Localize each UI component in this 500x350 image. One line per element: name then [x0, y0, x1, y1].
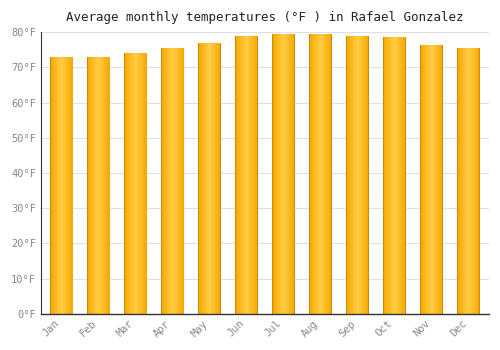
Bar — [87, 57, 88, 314]
Title: Average monthly temperatures (°F ) in Rafael Gonzalez: Average monthly temperatures (°F ) in Ra… — [66, 11, 464, 24]
Bar — [479, 48, 480, 314]
Bar — [405, 37, 406, 314]
Bar — [109, 57, 110, 314]
Bar — [183, 48, 184, 314]
Bar — [346, 36, 347, 314]
Bar — [257, 36, 258, 314]
Bar — [50, 57, 51, 314]
Bar — [124, 53, 125, 314]
Bar — [198, 43, 199, 314]
Bar — [420, 44, 421, 314]
Bar — [331, 34, 332, 314]
Bar — [272, 34, 273, 314]
